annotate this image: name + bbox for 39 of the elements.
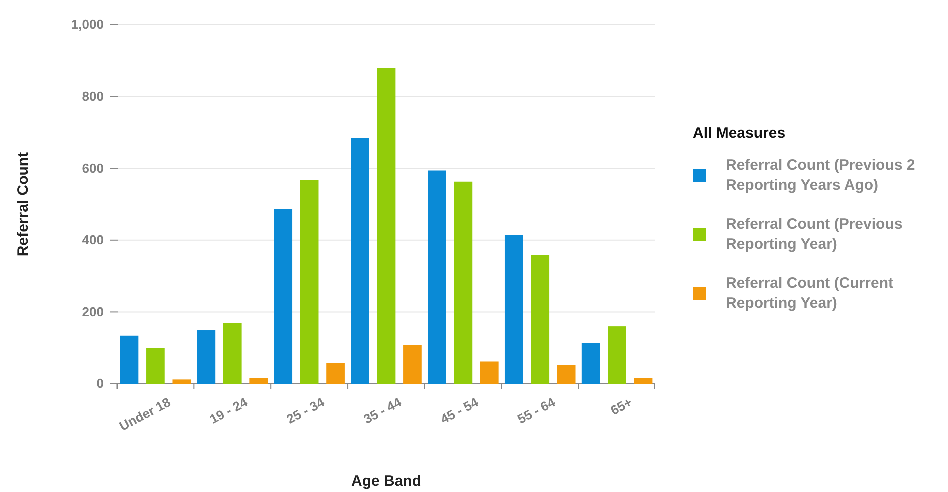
x-tick-label: 25 - 34 [284, 394, 328, 427]
y-tick-label: 1,000 [71, 17, 104, 32]
bar [223, 323, 242, 384]
bar [172, 380, 192, 384]
bar [250, 378, 268, 384]
bar [582, 343, 600, 384]
x-tick-label: 19 - 24 [207, 394, 251, 427]
bar [326, 363, 345, 384]
bar [531, 255, 550, 384]
bar [197, 330, 216, 384]
y-tick-label: 800 [82, 88, 104, 104]
bar [351, 138, 370, 384]
bar [634, 378, 653, 384]
bar [608, 326, 626, 384]
x-tick-label: 65+ [608, 394, 636, 418]
bar [480, 362, 499, 384]
x-tick-label: 35 - 44 [361, 394, 405, 427]
legend-label: Referral Count (Previous 2 Reporting Years Ago) [726, 157, 916, 194]
y-tick-label: 0 [96, 376, 104, 392]
legend-label: Referral Count (Current Reporting Year) [726, 275, 894, 312]
bar [274, 209, 293, 384]
bar [404, 345, 422, 384]
bar [146, 348, 165, 384]
x-axis-title: Age Band [351, 473, 422, 490]
y-tick-label: 600 [82, 160, 104, 176]
bar [557, 365, 576, 384]
y-tick-label: 200 [82, 304, 104, 320]
bar [377, 68, 396, 384]
bar [300, 180, 319, 384]
bar [454, 182, 473, 384]
bar [120, 336, 139, 384]
bar [504, 235, 524, 384]
x-tick-label: 45 - 54 [438, 394, 482, 427]
bar [428, 170, 446, 384]
y-axis-title: Referral Count [15, 152, 32, 257]
legend-title: All Measures [693, 125, 786, 142]
y-tick-label: 400 [82, 232, 104, 248]
x-tick-label: 55 - 64 [515, 394, 559, 427]
legend-label: Referral Count (Previous Reporting Year) [726, 216, 903, 253]
